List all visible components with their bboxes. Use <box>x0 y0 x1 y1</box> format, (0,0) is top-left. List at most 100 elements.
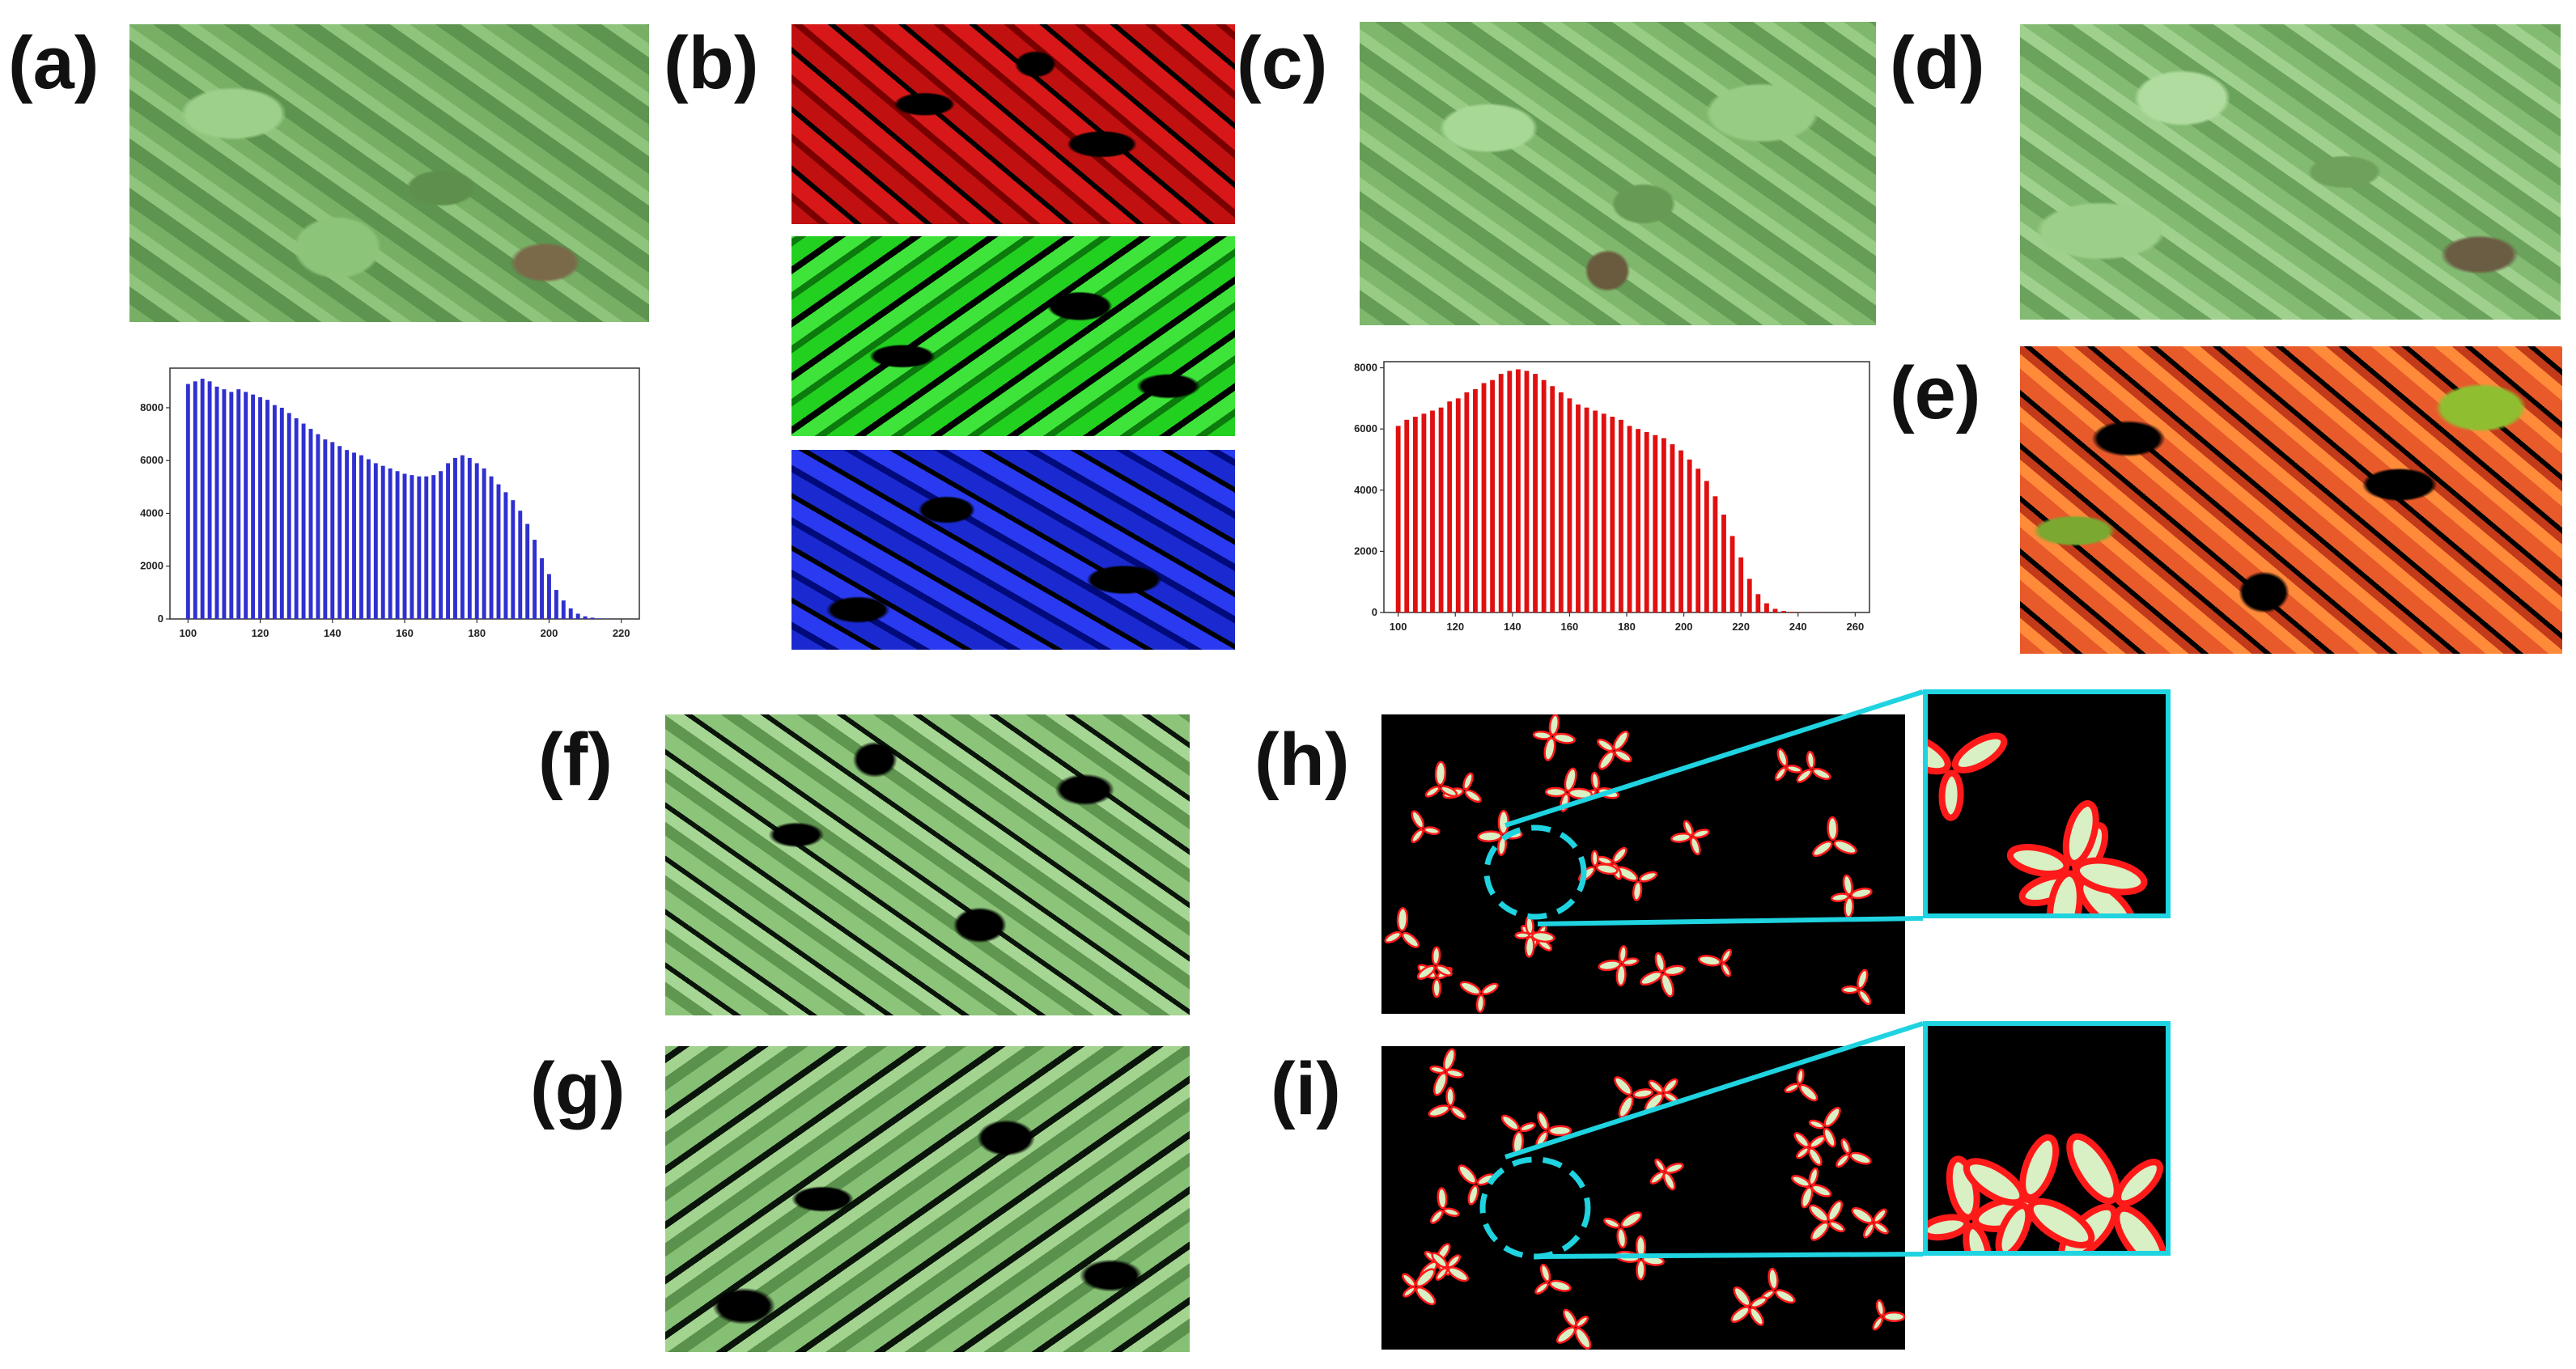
leaf-outline <box>1995 1202 2032 1251</box>
leaf-outline <box>1614 1076 1633 1096</box>
histogram-bar <box>207 381 212 619</box>
histogram-bar <box>1764 603 1769 612</box>
histogram-bar <box>533 540 537 619</box>
histogram-bar <box>1473 389 1478 612</box>
leaf-outline <box>1590 771 1600 790</box>
panel-label-f: (f) <box>538 718 613 801</box>
leaf-outline <box>1873 1208 1887 1223</box>
leaf-outline <box>1831 892 1850 902</box>
histogram-bar <box>1712 496 1718 612</box>
histogram-bar <box>380 465 385 619</box>
histogram-bar <box>446 463 450 619</box>
leaf-outline <box>1873 1222 1889 1235</box>
leaf-outline <box>1552 732 1576 744</box>
histogram-bar <box>345 450 350 619</box>
histogram-bar <box>301 423 306 619</box>
photo-original-a <box>129 24 649 322</box>
histogram-bar <box>554 590 558 619</box>
histogram-bar <box>279 407 284 619</box>
y-tick-label: 6000 <box>140 454 163 466</box>
histogram-bar <box>547 574 551 619</box>
connector-line-i-top <box>1504 1021 1924 1159</box>
panel-label-a: (a) <box>8 22 100 104</box>
leaf-outline <box>1447 1266 1469 1282</box>
histogram-bar <box>439 471 443 619</box>
histogram-a: 100 120 140 160 180 200 220 0 2000 4000 6000 8000 <box>129 360 647 651</box>
photo-d <box>2020 24 2561 320</box>
leaf-outline <box>1828 1220 1845 1233</box>
histogram-bar <box>258 396 262 619</box>
histogram-bar <box>200 379 205 619</box>
histogram-bar <box>1755 594 1761 612</box>
leaf-outline <box>1857 989 1872 1006</box>
leaf-outline <box>1808 1119 1825 1130</box>
segmented-image-f <box>665 714 1190 1015</box>
histogram-bar <box>330 442 335 619</box>
histogram-bar <box>1412 417 1418 612</box>
histogram-bar <box>244 392 248 619</box>
y-tick-label: 2000 <box>140 560 163 572</box>
leaf-outline <box>1403 1286 1416 1298</box>
leaf-outline <box>1812 840 1833 858</box>
leaf-outline <box>1632 880 1643 901</box>
histogram-bar <box>1653 434 1658 612</box>
y-tick-label: 4000 <box>1354 484 1377 496</box>
x-tick-label: 140 <box>1504 621 1521 633</box>
leaf-outline <box>1548 714 1560 736</box>
leaf-outline <box>1620 1211 1643 1228</box>
leaf-outline <box>1938 769 1964 821</box>
contour-image-h <box>1381 714 1905 1014</box>
leaf-outline <box>1519 1121 1536 1133</box>
leaf-outline <box>1547 1125 1572 1137</box>
leaf-outline <box>1721 962 1732 977</box>
leaf-outline <box>1446 1254 1462 1269</box>
leaf-outline <box>1615 964 1627 987</box>
leaf-outline <box>1618 945 1628 964</box>
histogram-bar <box>352 452 356 619</box>
histogram-bar <box>251 394 256 619</box>
leaf-outline <box>1411 810 1425 829</box>
histogram-bar <box>431 475 436 619</box>
leaf-outline <box>1660 973 1674 998</box>
channel-green-image <box>791 236 1235 436</box>
leaf-outline <box>1800 1186 1814 1209</box>
histogram-bar <box>575 613 580 619</box>
x-tick-label: 160 <box>396 627 414 639</box>
histogram-bar <box>467 457 472 619</box>
leaf-outline <box>1622 957 1640 967</box>
leaf-outline <box>1649 1171 1666 1185</box>
leaf-outline <box>1639 871 1658 883</box>
leaf-outline <box>1721 948 1732 964</box>
panel-label-b: (b) <box>664 22 759 104</box>
leaf-outline <box>2077 877 2137 913</box>
leaf-outline <box>1810 1184 1832 1197</box>
x-tick-label: 120 <box>1446 621 1464 633</box>
leaf-outline <box>1863 1223 1875 1239</box>
zoom-leaves-i <box>1928 1133 2166 1251</box>
x-tick-label: 200 <box>541 627 558 639</box>
histogram-bar <box>1627 426 1632 612</box>
histogram-bar <box>460 455 465 619</box>
histogram-bar <box>1550 386 1555 612</box>
leaf-outline <box>1791 1175 1811 1188</box>
x-tick-label: 140 <box>324 627 342 639</box>
leaf-outline <box>1808 1167 1819 1186</box>
histogram-bar <box>1644 431 1649 612</box>
y-tick-label: 4000 <box>140 506 163 519</box>
x-tick-label: 160 <box>1561 621 1579 633</box>
histogram-bar <box>1447 401 1453 612</box>
leaf-outline <box>1823 1127 1836 1148</box>
histogram-bar <box>366 459 371 619</box>
leaf-outline <box>1654 952 1666 973</box>
panel-label-i: (i) <box>1271 1048 1341 1130</box>
histogram-bar <box>1772 608 1778 612</box>
leaf-outline <box>1775 1289 1796 1304</box>
y-tick-label: 8000 <box>1354 362 1377 374</box>
histogram-bar <box>1404 419 1410 612</box>
leaf-outline <box>1464 789 1482 803</box>
histogram-bar <box>286 413 291 619</box>
leaf-outline <box>1835 1153 1850 1168</box>
histogram-bar <box>489 476 494 619</box>
histogram-c-svg: 100 120 140 160 180 200 220 240 260 0 2000 4000 6000… <box>1354 361 1870 633</box>
leaf-outline <box>1614 749 1632 763</box>
